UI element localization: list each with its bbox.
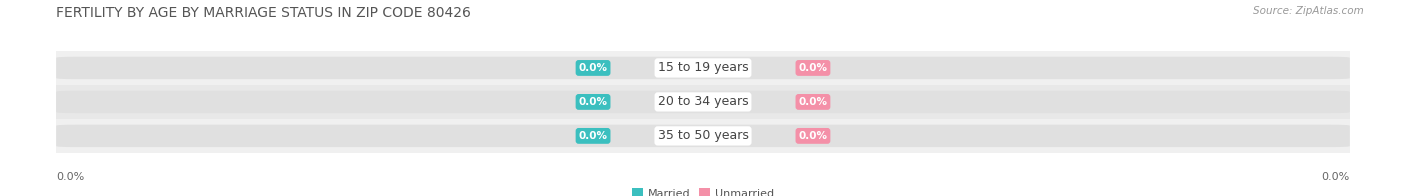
Text: 0.0%: 0.0% bbox=[578, 97, 607, 107]
Text: 0.0%: 0.0% bbox=[799, 63, 828, 73]
Bar bbox=[56, 119, 1350, 153]
Text: 0.0%: 0.0% bbox=[799, 97, 828, 107]
Legend: Married, Unmarried: Married, Unmarried bbox=[627, 184, 779, 196]
FancyBboxPatch shape bbox=[56, 91, 1350, 113]
FancyBboxPatch shape bbox=[56, 125, 1350, 147]
Bar bbox=[56, 85, 1350, 119]
Bar bbox=[56, 51, 1350, 85]
Text: 0.0%: 0.0% bbox=[578, 131, 607, 141]
Text: 15 to 19 years: 15 to 19 years bbox=[658, 62, 748, 74]
Text: 0.0%: 0.0% bbox=[799, 131, 828, 141]
Text: FERTILITY BY AGE BY MARRIAGE STATUS IN ZIP CODE 80426: FERTILITY BY AGE BY MARRIAGE STATUS IN Z… bbox=[56, 6, 471, 20]
Text: Source: ZipAtlas.com: Source: ZipAtlas.com bbox=[1253, 6, 1364, 16]
FancyBboxPatch shape bbox=[56, 57, 1350, 79]
Text: 35 to 50 years: 35 to 50 years bbox=[658, 129, 748, 142]
Text: 0.0%: 0.0% bbox=[1322, 172, 1350, 182]
Text: 0.0%: 0.0% bbox=[56, 172, 84, 182]
Text: 20 to 34 years: 20 to 34 years bbox=[658, 95, 748, 108]
Text: 0.0%: 0.0% bbox=[578, 63, 607, 73]
